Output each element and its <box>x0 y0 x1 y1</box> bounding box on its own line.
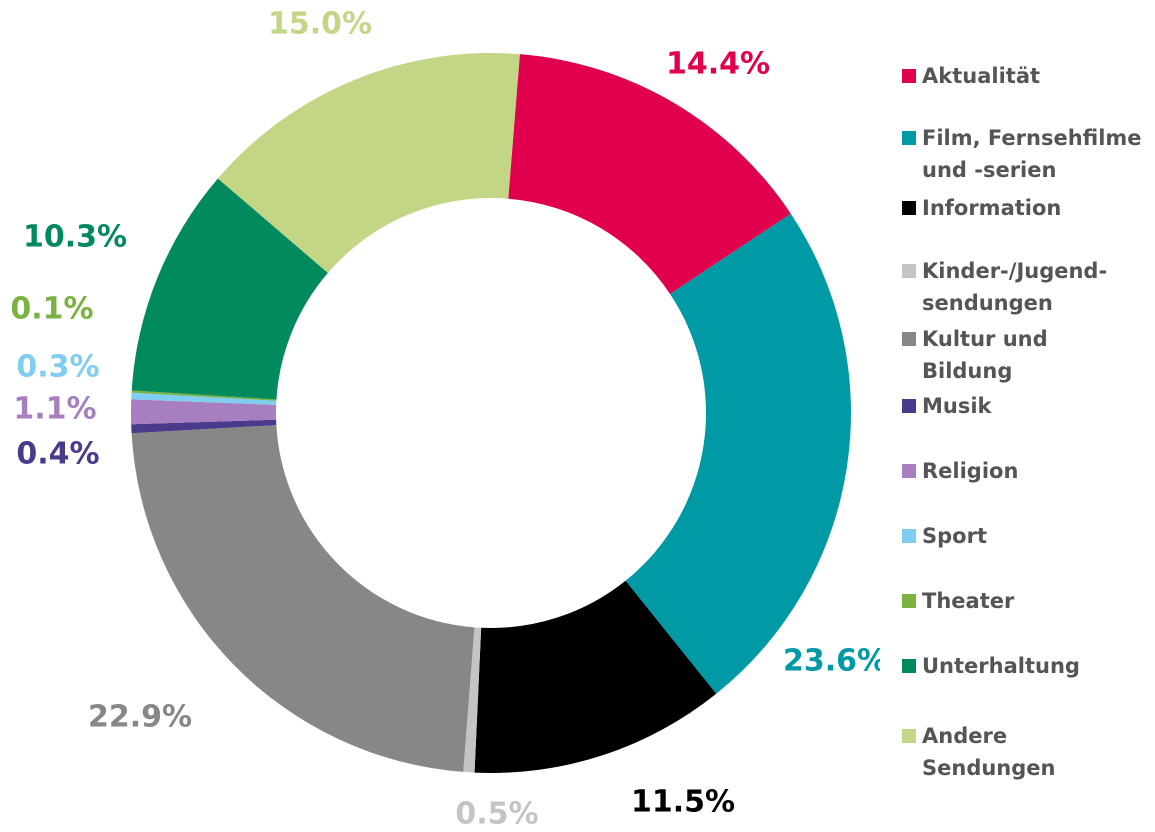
donut-segment <box>131 392 277 405</box>
legend-swatch <box>902 729 916 743</box>
legend-entry: Unterhaltung <box>902 650 1107 682</box>
donut-segment <box>130 399 277 425</box>
legend-entry: Information <box>902 192 1107 224</box>
donut-segment <box>625 213 851 694</box>
value-label: 15.0% <box>268 7 372 42</box>
legend-swatch <box>902 594 916 608</box>
legend-entry: Sport <box>902 520 1107 552</box>
legend-label: Aktualität <box>922 64 1041 88</box>
legend-swatch <box>902 332 916 346</box>
legend-label: Musik <box>922 394 992 418</box>
legend-label: Theater <box>922 589 1015 613</box>
legend-label: Sport <box>922 524 987 548</box>
donut-segment <box>131 390 277 401</box>
donut-segment <box>508 54 791 294</box>
value-label: 22.9% <box>88 700 192 735</box>
legend-entry: Kinder-/Jugend­sendungen <box>902 255 1107 319</box>
legend-label: Andere Sendungen <box>922 724 1056 780</box>
legend-swatch <box>902 69 916 83</box>
legend-swatch <box>902 529 916 543</box>
legend-entry: Andere Sendungen <box>902 720 1107 784</box>
legend-entry: Religion <box>902 455 1107 487</box>
legend-entry: Film, Fernsehfilme und -serien <box>902 122 1152 186</box>
donut-segment <box>131 425 475 772</box>
chart: 14.4% 23.6% 11.5% 0.5% 22.9% 0.4% 1.1% 0.3% 0.1%… <box>10 7 880 832</box>
value-label: 14.4% <box>666 47 770 82</box>
donut-segment <box>131 178 328 400</box>
legend-entry: Aktualität <box>902 60 1107 92</box>
value-label: 1.1% <box>13 392 96 427</box>
donut-segment <box>474 580 717 773</box>
legend-swatch <box>902 659 916 673</box>
value-label: 11.5% <box>631 785 735 820</box>
legend-label: Kultur und Bildung <box>922 327 1048 383</box>
value-label: 0.1% <box>10 292 93 327</box>
legend-swatch <box>902 464 916 478</box>
value-label: 0.3% <box>16 350 99 385</box>
legend-entry: Theater <box>902 585 1107 617</box>
legend-swatch <box>902 131 916 145</box>
legend-entry: Musik <box>902 390 1107 422</box>
value-label: 0.5% <box>455 797 538 832</box>
value-label: 23.6% <box>783 644 880 679</box>
donut-segment <box>463 627 482 773</box>
value-label: 10.3% <box>23 220 127 255</box>
legend-label: Kinder-/Jugend­sendungen <box>922 259 1108 315</box>
donut-segment <box>217 53 520 273</box>
value-label: 0.4% <box>16 437 99 472</box>
legend-label: Religion <box>922 459 1019 483</box>
legend-swatch <box>902 399 916 413</box>
legend-label: Unterhaltung <box>922 654 1080 678</box>
legend-swatch <box>902 264 916 278</box>
donut-segment <box>131 419 277 434</box>
legend-label: Film, Fernsehfilme und -serien <box>922 126 1142 182</box>
legend-label: Information <box>922 196 1062 220</box>
legend-swatch <box>902 201 916 215</box>
legend-entry: Kultur und Bildung <box>902 323 1107 387</box>
